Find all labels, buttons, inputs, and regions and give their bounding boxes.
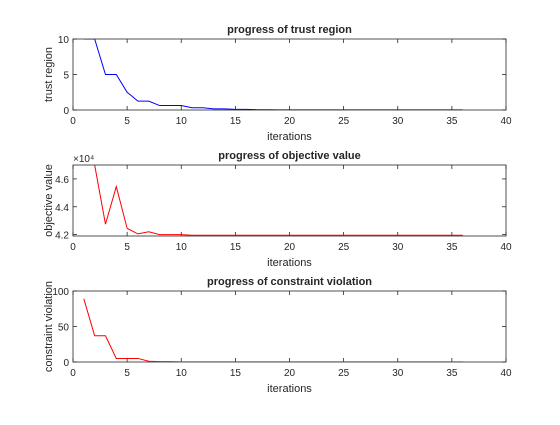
x-tick-label: 5 <box>124 116 130 127</box>
x-tick-label: 20 <box>284 242 296 253</box>
y-axis-label-1: trust region <box>43 47 55 102</box>
x-tick-label: 40 <box>500 116 512 127</box>
x-tick-label: 5 <box>124 242 130 253</box>
y-axis-exponent: ×10⁴ <box>73 154 94 165</box>
x-tick-label: 10 <box>176 242 188 253</box>
y-axis-label-3: constraint violation <box>43 281 55 372</box>
y-tick-label: 5 <box>63 71 69 82</box>
x-tick-label: 0 <box>70 368 76 379</box>
x-axis-label-3: iterations <box>267 383 312 395</box>
x-axis-label-2: iterations <box>267 257 312 269</box>
x-tick-label: 20 <box>284 368 296 379</box>
x-tick-label: 5 <box>124 368 130 379</box>
plot-area-2 <box>73 165 506 236</box>
x-tick-label: 30 <box>392 242 404 253</box>
x-tick-label: 40 <box>500 242 512 253</box>
x-tick-label: 25 <box>338 116 350 127</box>
x-axis-label-1: iterations <box>267 131 312 143</box>
x-tick-label: 0 <box>70 242 76 253</box>
x-tick-label: 25 <box>338 368 350 379</box>
x-tick-label: 35 <box>446 116 458 127</box>
y-tick-label: 50 <box>58 323 70 334</box>
x-tick-label: 35 <box>446 242 458 253</box>
chart-title-1: progress of trust region <box>227 24 352 36</box>
plot-area-1 <box>73 39 506 110</box>
x-tick-label: 10 <box>176 116 188 127</box>
chart-title-3: progress of constraint violation <box>207 276 372 288</box>
y-tick-label: 0 <box>63 358 69 369</box>
y-tick-label: 4.6 <box>55 175 69 186</box>
x-tick-label: 35 <box>446 368 458 379</box>
y-axis-label-2: objective value <box>43 164 55 237</box>
y-tick-label: 4.4 <box>55 203 69 214</box>
y-tick-label: 10 <box>58 35 70 46</box>
x-tick-label: 30 <box>392 116 404 127</box>
x-tick-label: 20 <box>284 116 296 127</box>
subplot-2: 0 5 10 15 20 25 30 35 40 4.2 4.4 4.6 ×10⁴ progress of… <box>43 150 512 269</box>
plot-area-3 <box>73 291 506 362</box>
x-tick-label: 15 <box>230 242 242 253</box>
y-tick-label: 4.2 <box>55 231 69 242</box>
x-tick-label: 30 <box>392 368 404 379</box>
x-tick-label: 15 <box>230 116 242 127</box>
x-tick-label: 0 <box>70 116 76 127</box>
y-tick-label: 0 <box>63 106 69 117</box>
x-tick-label: 40 <box>500 368 512 379</box>
x-tick-label: 10 <box>176 368 188 379</box>
subplot-1: 0 5 10 15 20 25 30 35 40 0 5 10 progress of trust re… <box>43 24 512 143</box>
chart-title-2: progress of objective value <box>218 150 360 162</box>
x-tick-label: 15 <box>230 368 242 379</box>
x-tick-label: 25 <box>338 242 350 253</box>
